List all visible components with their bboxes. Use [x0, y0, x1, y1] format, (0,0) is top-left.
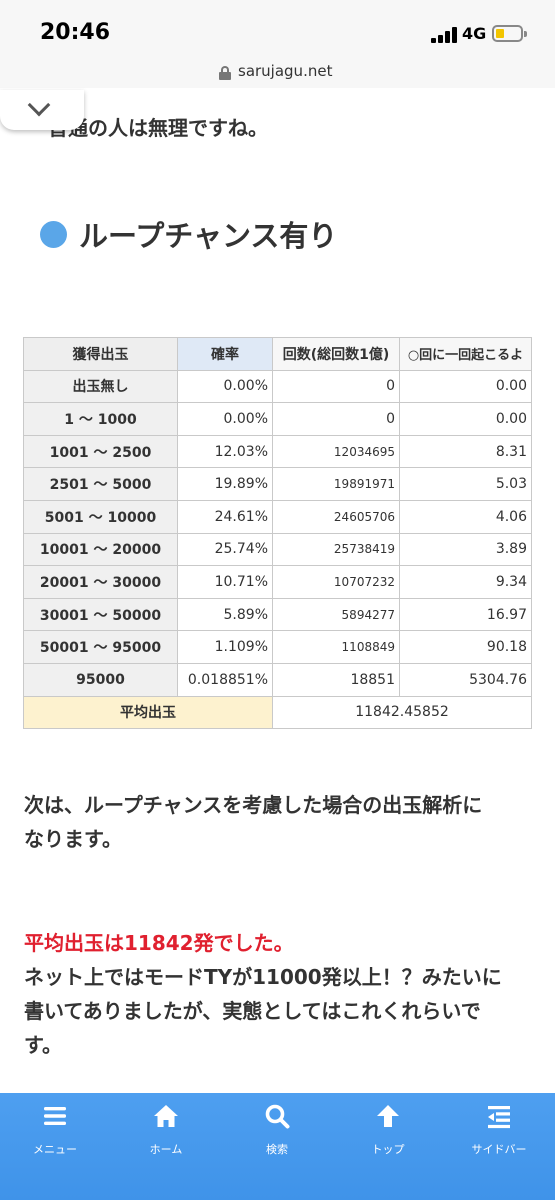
status-time: 20:46 [40, 20, 111, 45]
highlight-text: 平均出玉は11842発でした。 [24, 931, 294, 955]
table-row: 5001 ～ 10000 24.61% 24605706 4.06 [23, 499, 532, 534]
range-cell: 30001 ～ 50000 [23, 597, 178, 632]
probability-cell: 24.61% [177, 499, 273, 534]
nav-home-button[interactable]: ホーム [121, 1103, 211, 1157]
range-cell: 1 ～ 1000 [23, 402, 178, 436]
range-cell: 95000 [23, 662, 178, 697]
section-heading: ループチャンス有り [40, 214, 337, 254]
probability-cell: 0.00% [177, 402, 273, 436]
nav-sidebar-button[interactable]: サイドバー [454, 1103, 544, 1157]
table-row: 出玉無し 0.00% 0 0.00 [23, 369, 532, 404]
paragraph-line: ネット上ではモードTYが11000発以上！？みたいに [24, 965, 502, 989]
paragraph-analysis: 次は、ループチャンスを考慮した場合の出玉解析に なります。 [24, 788, 482, 856]
nav-search-label: 検索 [266, 1143, 288, 1156]
count-cell: 1108849 [272, 630, 400, 664]
table-row: 30001 ～ 50000 5.89% 5894277 16.97 [23, 597, 532, 632]
network-type: 4G [462, 24, 487, 43]
average-label-cell: 平均出玉 [23, 695, 273, 730]
frequency-cell: 5304.76 [399, 662, 532, 697]
range-cell: 50001 ～ 95000 [23, 630, 178, 664]
count-cell: 0 [272, 402, 400, 436]
range-cell: 5001 ～ 10000 [23, 499, 178, 534]
probability-cell: 5.89% [177, 597, 273, 632]
range-cell: 出玉無し [23, 369, 178, 404]
table-row: 50001 ～ 95000 1.109% 1108849 90.18 [23, 630, 532, 664]
section-heading-text: ループチャンス有り [79, 219, 338, 253]
probability-cell: 0.00% [177, 369, 273, 404]
nav-menu-button[interactable]: メニュー [10, 1103, 100, 1157]
paragraph-line: 次は、ループチャンスを考慮した場合の出玉解析に [24, 793, 483, 817]
table-header-row: 獲得出玉 確率 回数(総回数1億) ○回に一回起こるよ [23, 337, 532, 371]
frequency-cell: 0.00 [399, 369, 532, 404]
frequency-cell: 9.34 [399, 565, 532, 599]
collapse-tab-button[interactable] [0, 90, 84, 130]
search-icon [265, 1104, 290, 1129]
range-cell: 20001 ～ 30000 [23, 565, 178, 599]
nav-sidebar-label: サイドバー [471, 1143, 527, 1156]
chevron-down-icon [27, 93, 51, 117]
lock-icon [219, 66, 231, 80]
table-row: 95000 0.018851% 18851 5304.76 [23, 662, 532, 697]
probability-cell: 1.109% [177, 630, 273, 664]
column-header-probability: 確率 [177, 337, 273, 371]
nav-home-label: ホーム [149, 1143, 183, 1156]
table-row: 2501 ～ 5000 19.89% 19891971 5.03 [23, 467, 532, 501]
signal-icon [431, 27, 457, 43]
paragraph-line: 書いてありましたが、実態としてはこれくれらいで [24, 999, 481, 1023]
paragraph-line: す。 [24, 1033, 62, 1057]
bottom-nav: メニュー ホーム 検索 トップ サイドバー [0, 1093, 555, 1200]
count-cell: 10707232 [272, 565, 400, 599]
nav-top-label: トップ [371, 1143, 405, 1156]
nav-menu-label: メニュー [33, 1143, 77, 1156]
range-cell: 10001 ～ 20000 [23, 532, 178, 567]
probability-cell: 10.71% [177, 565, 273, 599]
column-header-frequency: ○回に一回起こるよ [399, 337, 532, 371]
count-cell: 12034695 [272, 434, 400, 469]
frequency-cell: 4.06 [399, 499, 532, 534]
range-cell: 2501 ～ 5000 [23, 467, 178, 501]
frequency-cell: 0.00 [399, 402, 532, 436]
column-header-count: 回数(総回数1億) [272, 337, 400, 371]
url-text[interactable]: sarujagu.net [238, 62, 333, 80]
menu-icon [44, 1107, 66, 1125]
count-cell: 19891971 [272, 467, 400, 501]
nav-top-button[interactable]: トップ [343, 1103, 433, 1157]
intro-text: 普通の人は無理ですね。 [48, 116, 268, 140]
nav-search-button[interactable]: 検索 [232, 1103, 322, 1157]
count-cell: 0 [272, 369, 400, 404]
paragraph-conclusion: 平均出玉は11842発でした。 ネット上ではモードTYが11000発以上！？みた… [24, 926, 502, 1062]
frequency-cell: 5.03 [399, 467, 532, 501]
frequency-cell: 3.89 [399, 532, 532, 567]
address-bar[interactable]: sarujagu.net [0, 58, 555, 88]
column-header-range: 獲得出玉 [23, 337, 178, 371]
arrow-up-icon [377, 1105, 399, 1127]
heading-bullet-icon [40, 220, 67, 248]
table-row: 20001 ～ 30000 10.71% 10707232 9.34 [23, 565, 532, 599]
table-row: 1001 ～ 2500 12.03% 12034695 8.31 [23, 434, 532, 469]
count-cell: 25738419 [272, 532, 400, 567]
count-cell: 18851 [272, 662, 400, 697]
paragraph-line: なります。 [24, 827, 122, 851]
probability-cell: 0.018851% [177, 662, 273, 697]
table-row: 10001 ～ 20000 25.74% 25738419 3.89 [23, 532, 532, 567]
status-bar: 20:46 4G [0, 0, 555, 58]
frequency-cell: 8.31 [399, 434, 532, 469]
probability-cell: 25.74% [177, 532, 273, 567]
battery-icon [492, 25, 527, 42]
home-icon [154, 1105, 178, 1127]
frequency-cell: 16.97 [399, 597, 532, 632]
average-value-cell: 11842.45852 [272, 695, 532, 730]
table-row: 1 ～ 1000 0.00% 0 0.00 [23, 402, 532, 436]
probability-cell: 19.89% [177, 467, 273, 501]
range-cell: 1001 ～ 2500 [23, 434, 178, 469]
frequency-cell: 90.18 [399, 630, 532, 664]
count-cell: 5894277 [272, 597, 400, 632]
sidebar-icon [488, 1106, 510, 1129]
payout-table: 獲得出玉 確率 回数(総回数1億) ○回に一回起こるよ 出玉無し 0.00% 0… [23, 337, 532, 730]
probability-cell: 12.03% [177, 434, 273, 469]
table-average-row: 平均出玉 11842.45852 [23, 695, 532, 730]
count-cell: 24605706 [272, 499, 400, 534]
